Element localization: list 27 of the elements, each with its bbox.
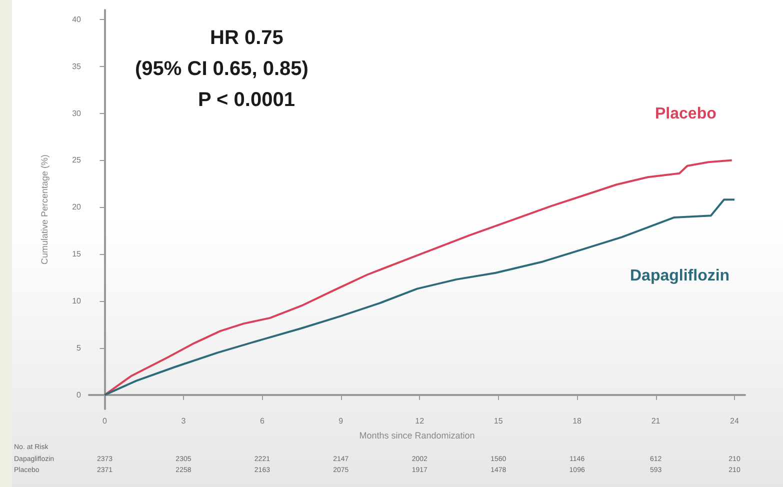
x-tick-label: 18 — [572, 416, 582, 426]
x-tick-label: 21 — [651, 416, 661, 426]
x-tick-label: 9 — [338, 416, 344, 426]
x-tick-label: 15 — [494, 416, 504, 426]
annotation: HR 0.75 — [210, 27, 284, 49]
y-tick-label: 5 — [76, 343, 82, 352]
x-axis-title: Months since Randomization — [359, 430, 475, 440]
y-tick-label: 10 — [72, 296, 82, 306]
line-series — [104, 159, 733, 396]
y-tick-label: 35 — [72, 62, 82, 71]
x-tick-label: 3 — [181, 416, 186, 426]
y-tick-label: 25 — [72, 156, 82, 165]
y-tick-label: 0 — [76, 390, 82, 400]
annotation: P < 0.0001 — [198, 89, 295, 111]
y-tick-label: 40 — [72, 14, 82, 24]
x-tick-label: 0 — [102, 416, 108, 426]
y-tick-label: 20 — [72, 202, 82, 212]
series-label: Dapagliflozin — [630, 268, 730, 284]
y-axis-title: Cumulative Percentage (%) — [40, 154, 50, 265]
x-tick-label: 12 — [415, 416, 425, 426]
annotation: (95% CI 0.65, 0.85) — [135, 58, 308, 80]
x-tick-label: 24 — [730, 416, 740, 426]
line-series — [104, 198, 736, 396]
x-tick-label: 6 — [260, 416, 265, 426]
text: Placebo — [655, 106, 717, 122]
y-tick-label: 15 — [72, 250, 82, 259]
y-tick-label: 30 — [72, 108, 82, 118]
